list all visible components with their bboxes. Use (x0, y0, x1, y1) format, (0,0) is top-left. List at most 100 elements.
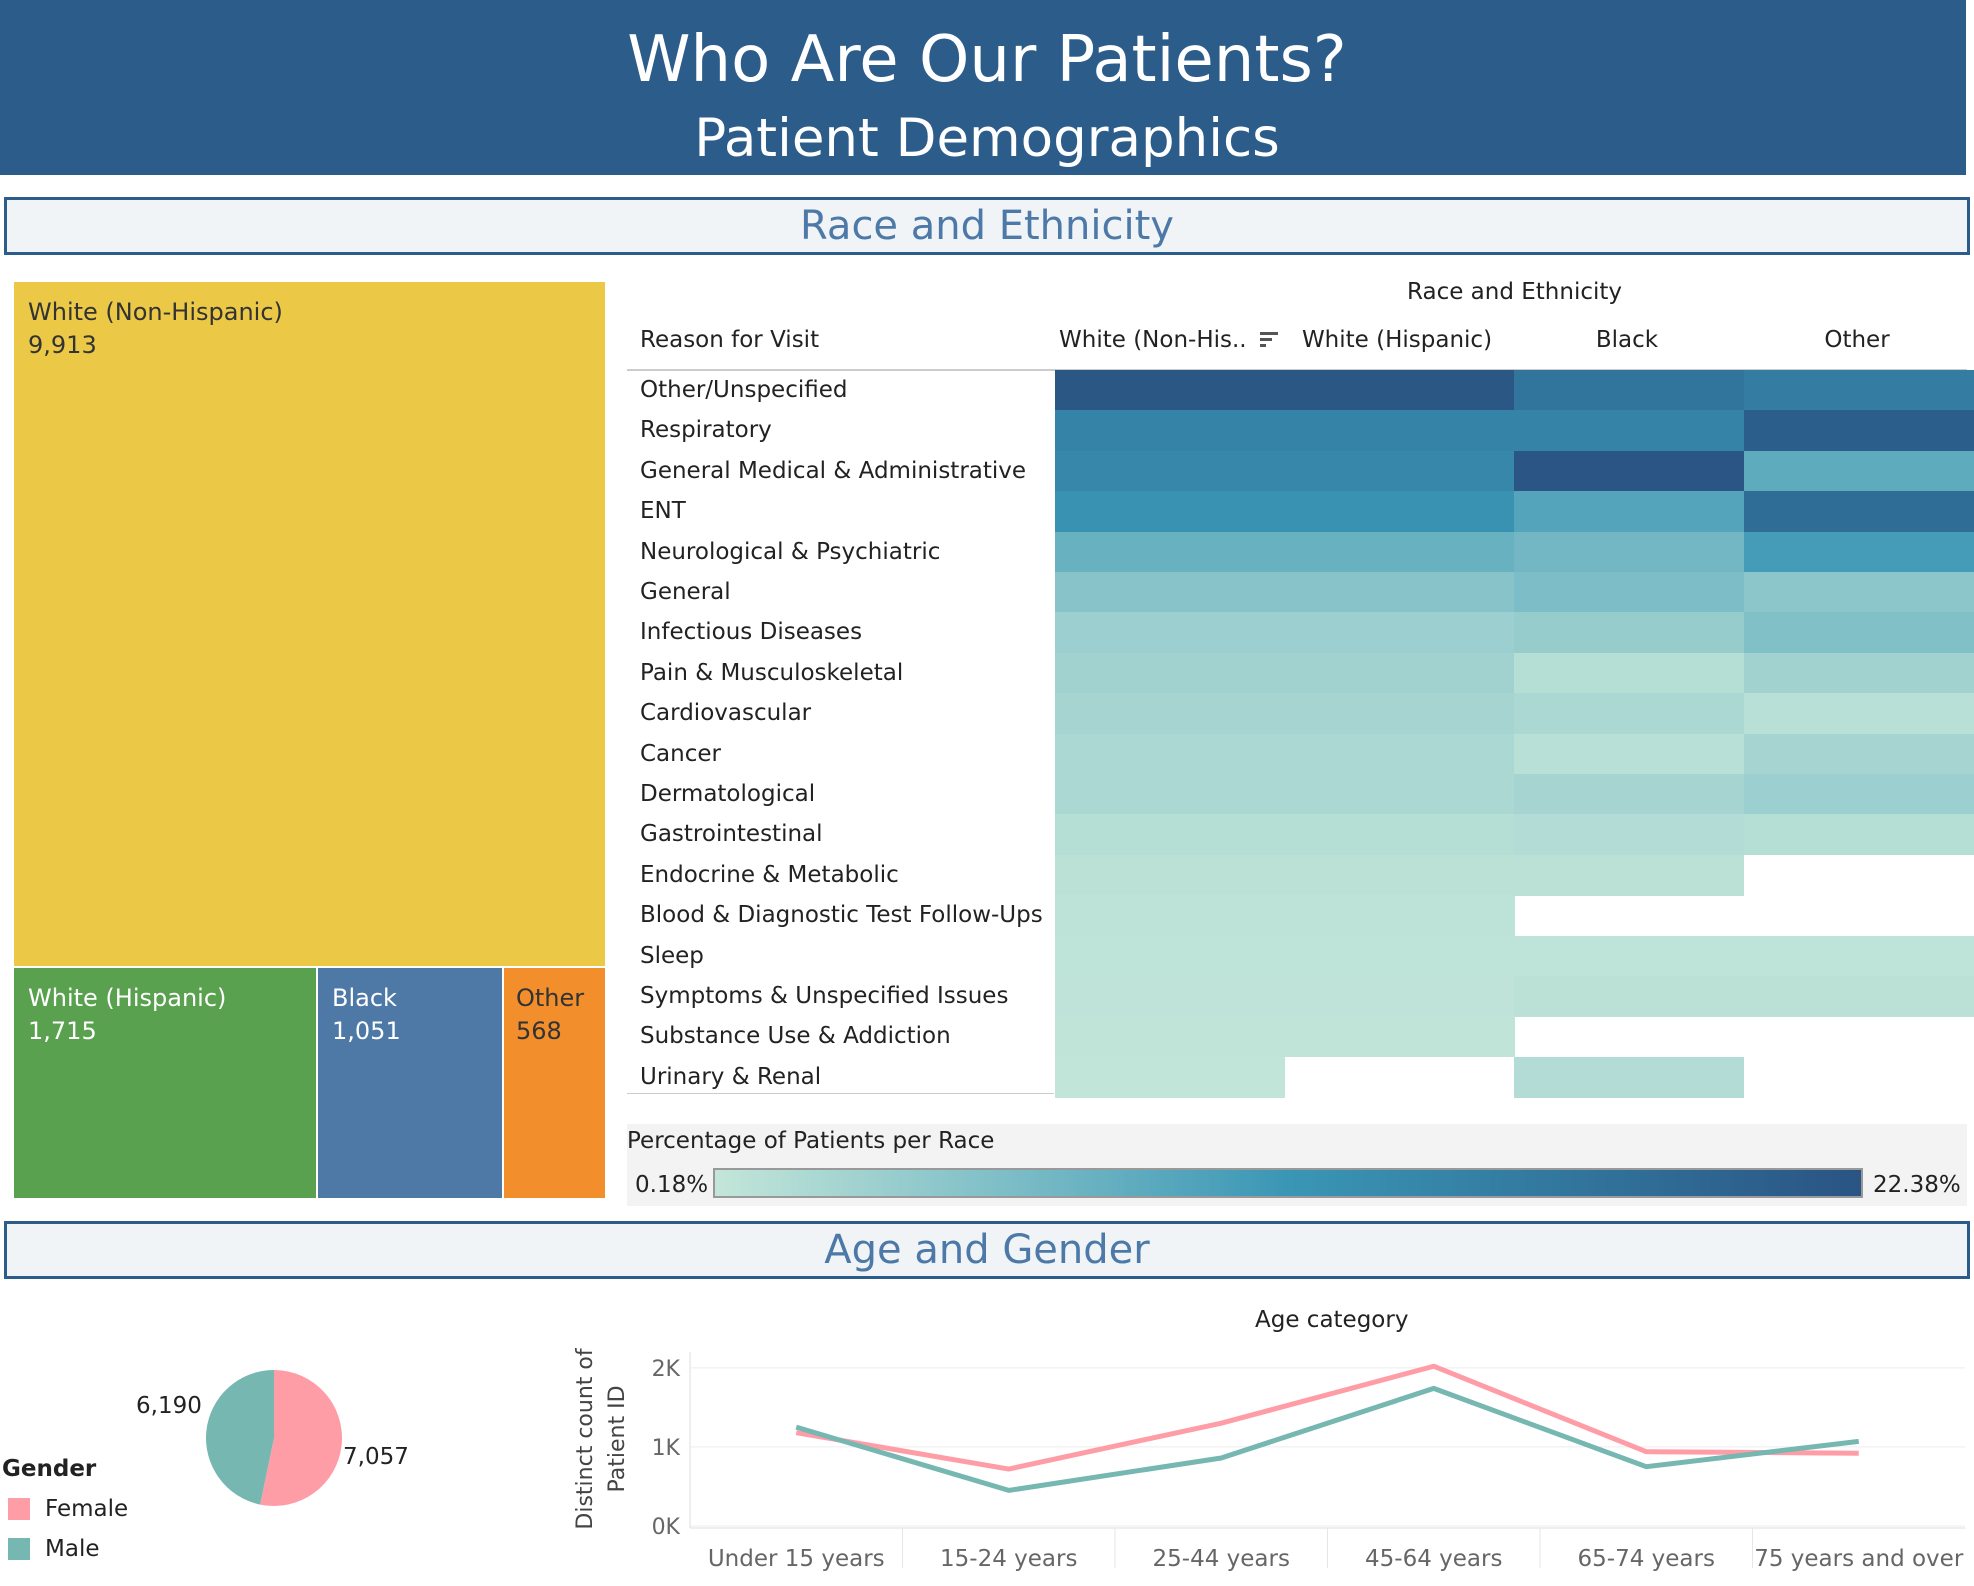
heatmap-cell[interactable] (1055, 612, 1285, 654)
heatmap-cell[interactable] (1055, 935, 1285, 977)
heatmap-cell[interactable] (1284, 895, 1515, 937)
sort-icon[interactable] (1259, 328, 1280, 354)
heatmap-cell[interactable] (1743, 814, 1974, 856)
heatmap-cell[interactable] (1284, 774, 1515, 815)
pie-slice-male[interactable] (206, 1370, 274, 1505)
heatmap-cell[interactable] (1514, 370, 1744, 411)
heatmap-cell[interactable] (1743, 450, 1974, 492)
heatmap-cell[interactable] (1284, 370, 1515, 411)
heatmap-cell[interactable] (1284, 1016, 1515, 1058)
heatmap-row-label: Blood & Diagnostic Test Follow-Ups (640, 902, 1043, 929)
heatmap-cell[interactable] (1284, 854, 1515, 896)
heatmap-cell[interactable] (1743, 531, 1974, 573)
series-line-female[interactable] (795, 1363, 1859, 1472)
heatmap-cell[interactable] (1743, 733, 1974, 775)
heatmap-cell[interactable] (1743, 572, 1974, 613)
heatmap-col-header[interactable]: White (Hispanic) (1301, 327, 1493, 353)
heatmap-cell[interactable] (1284, 531, 1515, 573)
heatmap-cell[interactable] (1055, 491, 1285, 533)
heatmap-cell[interactable] (1743, 491, 1974, 533)
heatmap-cell[interactable] (1514, 531, 1744, 573)
heatmap-cell[interactable] (1743, 693, 1974, 735)
heatmap-cell[interactable] (1055, 531, 1285, 573)
treemap-cell-white-non-hispanic[interactable]: White (Non-Hispanic) 9,913 (13, 281, 606, 967)
heatmap-cell[interactable] (1055, 652, 1285, 694)
heatmap-cell[interactable] (1743, 370, 1974, 411)
heatmap-cell[interactable] (1284, 814, 1515, 856)
treemap-label: White (Hispanic) (28, 984, 227, 1012)
heatmap-cell[interactable] (1055, 693, 1285, 735)
heatmap-cell[interactable] (1514, 612, 1744, 654)
heatmap-cell[interactable] (1514, 854, 1744, 896)
heatmap-row-label: Respiratory (640, 417, 772, 444)
heatmap-cell[interactable] (1055, 895, 1285, 937)
heatmap-cell[interactable] (1743, 935, 1974, 977)
heatmap-cell[interactable] (1055, 774, 1285, 815)
heatmap-cell[interactable] (1284, 410, 1515, 452)
heatmap-cell[interactable] (1743, 652, 1974, 694)
heatmap-cell[interactable] (1055, 572, 1285, 613)
heatmap-cell[interactable] (1055, 450, 1285, 492)
heatmap-cell[interactable] (1055, 814, 1285, 856)
heatmap-col-header[interactable]: Other (1824, 327, 1890, 353)
heatmap-cell[interactable] (1055, 1016, 1285, 1058)
heatmap-cell[interactable] (1514, 450, 1744, 492)
heatmap-cell[interactable] (1514, 1056, 1744, 1098)
heatmap-bottom-divider (627, 1093, 1054, 1094)
heatmap-cell[interactable] (1284, 612, 1515, 654)
color-legend-max: 22.38% (1873, 1172, 1961, 1198)
heatmap-cell[interactable] (1055, 1056, 1285, 1098)
dashboard-header: Who Are Our Patients? Patient Demographi… (0, 0, 1966, 175)
heatmap-col-header[interactable]: White (Non-His.. (1053, 327, 1287, 354)
legend-swatch-female (8, 1498, 30, 1520)
heatmap-row-label: Urinary & Renal (640, 1063, 822, 1090)
treemap-cell-white-hispanic[interactable]: White (Hispanic) 1,715 (13, 967, 317, 1199)
heatmap-cell[interactable] (1514, 935, 1744, 977)
heatmap-cell[interactable] (1514, 491, 1744, 533)
heatmap-cell[interactable] (1514, 410, 1744, 452)
treemap-cell-other[interactable]: Other 568 (503, 967, 606, 1199)
treemap-cell-black[interactable]: Black 1,051 (317, 967, 503, 1199)
heatmap-cell[interactable] (1514, 774, 1744, 815)
dashboard-subtitle: Patient Demographics (694, 108, 1280, 169)
heatmap-cell[interactable] (1284, 733, 1515, 775)
heatmap-cell[interactable] (1284, 450, 1515, 492)
treemap-value: 568 (516, 1017, 562, 1045)
heatmap-cell[interactable] (1514, 733, 1744, 775)
pie-slice-female[interactable] (260, 1370, 342, 1506)
heatmap-cell[interactable] (1514, 572, 1744, 613)
heatmap-cell[interactable] (1743, 774, 1974, 815)
heatmap-cell[interactable] (1055, 976, 1285, 1017)
treemap-value: 1,715 (28, 1017, 97, 1045)
heatmap-cell[interactable] (1055, 854, 1285, 896)
heatmap-cell[interactable] (1514, 693, 1744, 735)
x-tick-label: 25-44 years (1153, 1546, 1290, 1572)
series-line-male[interactable] (795, 1385, 1860, 1493)
heatmap-cell[interactable] (1743, 410, 1974, 452)
heatmap-cell[interactable] (1055, 733, 1285, 775)
legend-label-female[interactable]: Female (45, 1496, 129, 1522)
treemap-value: 1,051 (332, 1017, 401, 1045)
x-tick-label: 15-24 years (940, 1546, 1077, 1572)
heatmap-cell[interactable] (1284, 976, 1515, 1017)
color-legend-gradient (713, 1168, 1863, 1198)
heatmap-cell[interactable] (1284, 572, 1515, 613)
heatmap-row-label: ENT (640, 498, 686, 525)
heatmap-cell[interactable] (1284, 693, 1515, 735)
heatmap-row-header: Reason for Visit (640, 327, 820, 353)
heatmap-cell[interactable] (1284, 652, 1515, 694)
heatmap-cell[interactable] (1284, 935, 1515, 977)
heatmap-cell[interactable] (1514, 652, 1744, 694)
heatmap-cell[interactable] (1743, 976, 1974, 1017)
heatmap-cell[interactable] (1743, 612, 1974, 654)
treemap-label: White (Non-Hispanic) (28, 298, 283, 326)
section-age-gender: Age and Gender (4, 1221, 1970, 1279)
heatmap-row-label: Gastrointestinal (640, 821, 823, 848)
heatmap-cell[interactable] (1055, 370, 1285, 411)
heatmap-cell[interactable] (1514, 814, 1744, 856)
legend-label-male[interactable]: Male (45, 1536, 100, 1562)
heatmap-cell[interactable] (1055, 410, 1285, 452)
heatmap-cell[interactable] (1284, 491, 1515, 533)
heatmap-col-header[interactable]: Black (1595, 327, 1659, 353)
heatmap-cell[interactable] (1514, 976, 1744, 1017)
